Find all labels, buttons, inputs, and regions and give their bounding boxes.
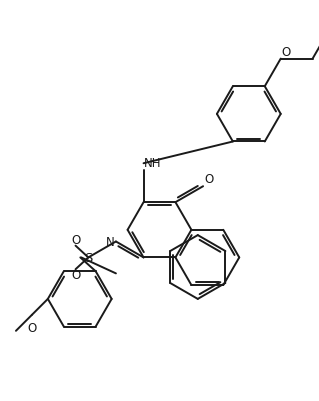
Text: S: S <box>84 251 93 264</box>
Text: O: O <box>71 234 80 247</box>
Text: O: O <box>281 46 291 59</box>
Text: NH: NH <box>144 156 161 169</box>
Text: N: N <box>106 235 114 248</box>
Text: O: O <box>205 172 214 185</box>
Text: O: O <box>71 269 80 282</box>
Text: O: O <box>27 321 36 334</box>
